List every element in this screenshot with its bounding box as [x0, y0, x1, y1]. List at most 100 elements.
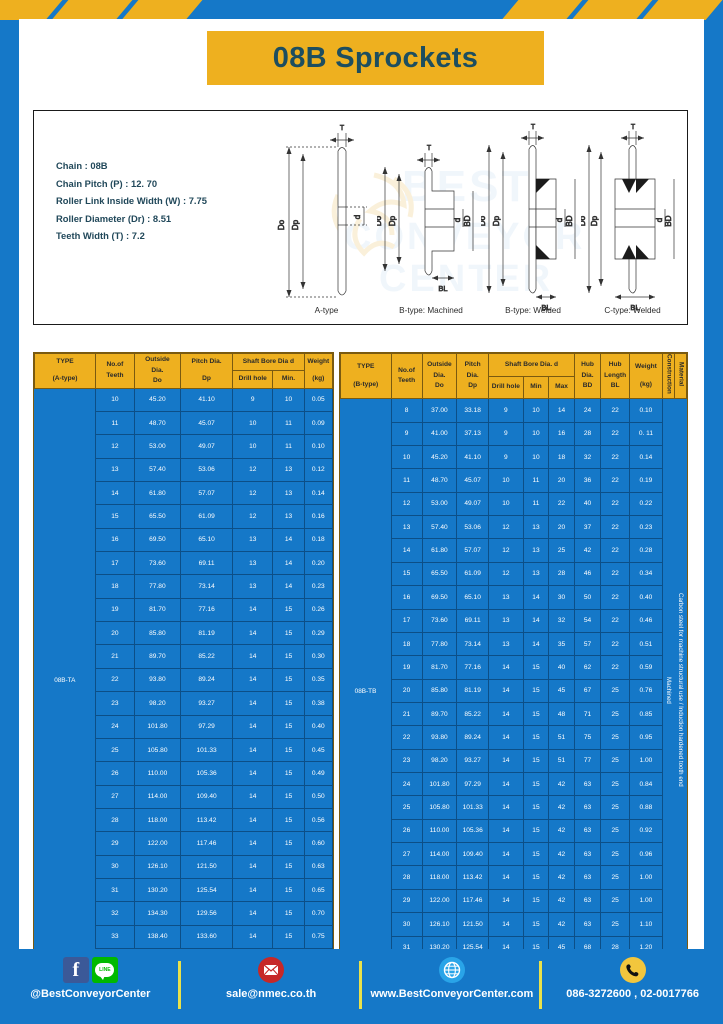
svg-text:Dp: Dp: [590, 215, 599, 226]
table-cell: 0.23: [303, 574, 334, 599]
spec-roller-diameter: Roller Diameter (Dr) : 8.51: [56, 212, 172, 224]
table-cell: 13: [488, 608, 524, 633]
table-cell: 22: [548, 491, 575, 517]
table-cell: 85.80: [133, 621, 182, 646]
table-cell: 9: [232, 387, 274, 412]
table-cell: 98.20: [421, 748, 458, 774]
table-cell: 14: [272, 551, 305, 576]
th-outside-dia: Outside Dia. Do: [421, 352, 458, 400]
chevron-shape: [641, 0, 723, 20]
line-icon[interactable]: LINE: [91, 957, 118, 983]
th-outside-l2: Dia.: [433, 371, 446, 379]
table-cell: 14: [390, 538, 423, 563]
table-cell: 42: [548, 818, 575, 844]
chevron-shape: [501, 0, 583, 20]
table-cell: 14: [232, 807, 274, 833]
table-cell: 22: [600, 585, 631, 610]
table-cell: 14: [232, 831, 274, 856]
table-cell: 14: [232, 667, 274, 693]
phone-icon[interactable]: [619, 957, 646, 983]
phone-numbers[interactable]: 086-3272600 , 02-0017766: [566, 988, 699, 1000]
table-cell: 25: [600, 795, 631, 820]
th-pitch-l3: Dp: [468, 382, 478, 390]
table-cell: 98.20: [133, 691, 182, 716]
table-cell: 25: [600, 772, 631, 797]
table-cell: 113.42: [179, 807, 234, 833]
table-cell: 0.05: [303, 387, 334, 412]
table-cell: 37: [573, 515, 602, 540]
table-cell: 15: [272, 761, 305, 786]
table-cell: 15: [272, 878, 305, 903]
table-cell: 22: [600, 491, 631, 517]
svg-text:Dp: Dp: [492, 215, 501, 226]
table-cell: 42: [548, 912, 575, 937]
table-cell: 85.22: [179, 644, 234, 669]
globe-icon[interactable]: [438, 957, 465, 983]
th-pitch-dia: Pitch Dia. Dp: [456, 352, 490, 400]
table-cell: 45.20: [133, 387, 182, 412]
table-cell: 15: [272, 667, 305, 693]
table-cell: 25: [600, 865, 631, 890]
table-cell: 61.09: [179, 504, 234, 529]
table-cell: 77: [573, 748, 602, 774]
table-cell: 69.11: [456, 608, 490, 633]
table-cell: 14: [488, 842, 524, 867]
material-value: Carbon steel for machine structural use …: [676, 593, 684, 787]
table-cell: 122.00: [421, 888, 458, 914]
th-hublen-l1: Hub: [608, 361, 622, 369]
table-cell: 20: [390, 678, 423, 703]
figure-b-type-welded: T Do Dp: [478, 121, 585, 321]
footer-email[interactable]: sale@nmec.co.th: [181, 953, 362, 1009]
table-cell: 69.50: [421, 585, 458, 610]
table-cell: 0.14: [629, 444, 663, 470]
table-row: 18 77.80 73.14 13 14 35 57 22 0.51: [341, 631, 687, 657]
table-cell: 69.50: [133, 527, 182, 553]
table-cell: 117.46: [456, 888, 490, 914]
table-cell: 20: [548, 515, 575, 540]
facebook-icon[interactable]: f: [62, 957, 89, 983]
table-cell: 0.34: [629, 561, 663, 587]
table-cell: 65.10: [456, 585, 490, 610]
th-type-l2: (B-type): [353, 380, 379, 388]
table-cell: 15: [272, 784, 305, 809]
footer-website[interactable]: www.BestConveyorCenter.com: [362, 953, 543, 1009]
table-cell: 0.65: [303, 878, 334, 903]
table-cell: 15: [272, 924, 305, 950]
table-cell: 26: [95, 761, 135, 786]
email-address[interactable]: sale@nmec.co.th: [226, 988, 317, 1000]
table-cell: 0.22: [629, 491, 663, 517]
footer-phone[interactable]: 086-3272600 , 02-0017766: [542, 953, 723, 1000]
table-cell: 27: [390, 842, 423, 867]
table-row: 08B-TB 8 37.00 33.18 9 10 14 24 22 0.10 Machined Ca…: [340, 398, 687, 983]
th-type: TYPE (A-type): [33, 353, 97, 389]
svg-text:d: d: [655, 218, 664, 222]
footer-divider: [358, 961, 362, 1009]
website-url[interactable]: www.BestConveyorCenter.com: [370, 988, 534, 1000]
facebook-handle[interactable]: @BestConveyorCenter: [30, 988, 151, 1000]
table-cell: 14: [488, 818, 524, 844]
svg-text:T: T: [340, 125, 345, 132]
table-cell: 23: [390, 748, 423, 774]
table-cell: 13: [272, 504, 305, 529]
table-cell: 45.07: [179, 410, 234, 436]
table-cell: 97.29: [179, 714, 234, 739]
top-chevron-decoration: [0, 0, 723, 20]
table-cell: 19: [95, 597, 135, 623]
table-row: 11 48.70 45.07 10 11 20 36 22 0.19: [341, 468, 687, 493]
table-row: 23 98.20 93.27 14 15 51 77 25 1.00: [341, 748, 687, 774]
table-cell: 105.80: [133, 737, 182, 763]
table-cell: 63: [573, 795, 602, 820]
svg-text:T: T: [531, 124, 536, 131]
mail-icon[interactable]: [258, 957, 285, 983]
table-cell: 28: [95, 807, 135, 833]
th-pitch-l1: Pitch: [464, 361, 481, 369]
table-cell: 61.80: [133, 480, 182, 506]
table-cell: 71: [573, 701, 602, 727]
footer-facebook[interactable]: f LINE @BestConveyorCenter: [0, 953, 181, 1009]
table-row: 15 65.50 61.09 12 13 0.16: [35, 504, 334, 529]
table-row: 14 61.80 57.07 12 13 25 42 22 0.28: [341, 538, 687, 563]
table-cell: 29: [95, 831, 135, 856]
svg-text:BD: BD: [664, 215, 673, 226]
table-cell: 22: [600, 444, 631, 470]
table-cell: 17: [95, 551, 135, 576]
